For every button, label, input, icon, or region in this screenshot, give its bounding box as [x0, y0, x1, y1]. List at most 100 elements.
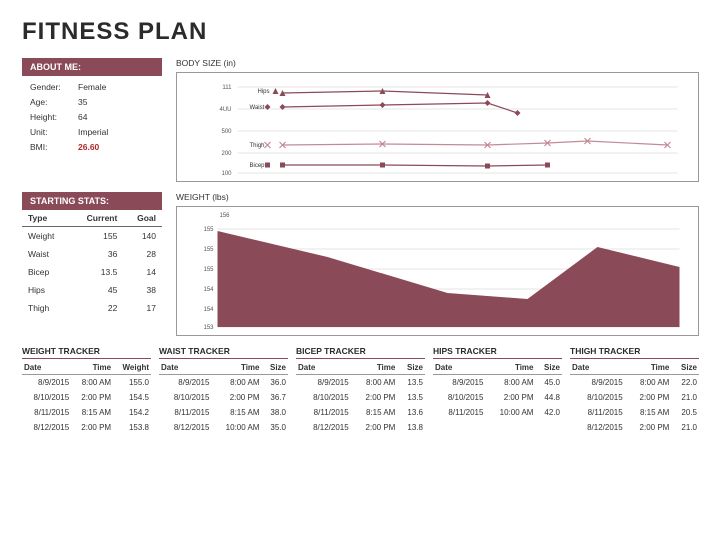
svg-text:200: 200: [221, 151, 232, 157]
tracker-cell: 8:00 AM: [351, 375, 398, 391]
stats-cell: Thigh: [22, 299, 70, 317]
tracker-cell: 8/9/2015: [159, 375, 211, 391]
stats-row: Weight155140: [22, 227, 162, 246]
tracker-row: [433, 420, 562, 426]
tracker-title: WEIGHT TRACKER: [22, 346, 151, 359]
tracker-cell: 8:00 AM: [71, 375, 113, 391]
tracker-table: DateTimeSize8/9/20158:00 AM13.58/10/2015…: [296, 361, 425, 435]
tracker-cell: [433, 420, 485, 426]
tracker-col-header: Size: [397, 361, 425, 375]
svg-text:155: 155: [203, 267, 214, 273]
about-row: Age:35: [30, 97, 154, 107]
stats-cell: 14: [123, 263, 162, 281]
tracker-cell: 42.0: [535, 405, 562, 420]
tracker-cell: 8:00 AM: [211, 375, 261, 391]
svg-text:Hips: Hips: [258, 89, 270, 95]
tracker-cell: 21.0: [671, 390, 699, 405]
weight-chart: 155155155154154153156: [176, 206, 699, 336]
about-value: 26.60: [78, 142, 99, 152]
tracker-row: 8/10/20152:00 PM36.7: [159, 390, 288, 405]
tracker-table: DateTimeSize8/9/20158:00 AM45.08/10/2015…: [433, 361, 562, 426]
about-row: Height:64: [30, 112, 154, 122]
tracker-cell: 8/10/2015: [159, 390, 211, 405]
tracker-box: WAIST TRACKER DateTimeSize8/9/20158:00 AM…: [159, 346, 288, 435]
tracker-table: DateTimeWeight8/9/20158:00 AM155.08/10/2…: [22, 361, 151, 435]
about-value: Female: [78, 82, 106, 92]
about-label: BMI:: [30, 142, 78, 152]
svg-text:155: 155: [203, 247, 214, 253]
about-row: Gender:Female: [30, 82, 154, 92]
tracker-box: THIGH TRACKERDateTimeSize8/9/20158:00 AM…: [570, 346, 699, 435]
stats-cell: 38: [123, 281, 162, 299]
stats-cell: 13.5: [70, 263, 123, 281]
tracker-row: 8/10/20152:00 PM154.5: [22, 390, 151, 405]
svg-text:Waist: Waist: [250, 105, 265, 111]
tracker-col-header: Size: [535, 361, 562, 375]
tracker-row: 8/12/20152:00 PM13.8: [296, 420, 425, 435]
tracker-cell: 38.0: [261, 405, 288, 420]
tracker-cell: 10:00 AM: [485, 405, 535, 420]
stats-cell: Weight: [22, 227, 70, 246]
about-label: Age:: [30, 97, 78, 107]
tracker-col-header: Time: [71, 361, 113, 375]
stats-cell: 28: [123, 245, 162, 263]
stats-cell: 45: [70, 281, 123, 299]
tracker-row: 8/9/20158:00 AM45.0: [433, 375, 562, 391]
svg-text:Bicep: Bicep: [250, 163, 266, 169]
tracker-row: 8/11/20158:15 AM20.5: [570, 405, 699, 420]
stats-cell: 140: [123, 227, 162, 246]
tracker-row: 8/11/20158:15 AM154.2: [22, 405, 151, 420]
tracker-title: WAIST TRACKER: [159, 346, 288, 359]
tracker-cell: 8/10/2015: [570, 390, 625, 405]
svg-text:500: 500: [221, 129, 232, 135]
tracker-cell: 36.7: [261, 390, 288, 405]
tracker-cell: 8:00 AM: [625, 375, 672, 391]
tracker-row: 8/10/20152:00 PM44.8: [433, 390, 562, 405]
tracker-col-header: Date: [433, 361, 485, 375]
stats-cell: Hips: [22, 281, 70, 299]
about-label: Gender:: [30, 82, 78, 92]
tracker-col-header: Time: [625, 361, 672, 375]
tracker-cell: 8/9/2015: [570, 375, 625, 391]
stats-row: Waist3628: [22, 245, 162, 263]
tracker-cell: 45.0: [535, 375, 562, 391]
tracker-title: BICEP TRACKER: [296, 346, 425, 359]
tracker-row: 8/9/20158:00 AM13.5: [296, 375, 425, 391]
tracker-table: DateTimeSize8/9/20158:00 AM36.08/10/2015…: [159, 361, 288, 435]
svg-text:156: 156: [220, 213, 231, 219]
tracker-cell: 8/11/2015: [570, 405, 625, 420]
tracker-cell: 13.5: [397, 375, 425, 391]
starting-stats-box: STARTING STATS: TypeCurrentGoal Weight15…: [22, 192, 162, 336]
tracker-cell: 8/10/2015: [433, 390, 485, 405]
body-size-chart: 1114UU500200100HipsWaistThighBicep: [176, 72, 699, 182]
tracker-row: 8/12/20152:00 PM153.8: [22, 420, 151, 435]
tracker-cell: 8:15 AM: [351, 405, 398, 420]
tracker-cell: 22.0: [671, 375, 699, 391]
tracker-col-header: Date: [159, 361, 211, 375]
about-me-header: ABOUT ME:: [22, 58, 162, 76]
about-label: Height:: [30, 112, 78, 122]
tracker-cell: 13.6: [397, 405, 425, 420]
tracker-row: 8/12/20152:00 PM21.0: [570, 420, 699, 435]
tracker-cell: 8/11/2015: [159, 405, 211, 420]
starting-stats-header: STARTING STATS:: [22, 192, 162, 210]
about-value: 35: [78, 97, 87, 107]
about-row: BMI:26.60: [30, 142, 154, 152]
tracker-cell: 8:15 AM: [625, 405, 672, 420]
tracker-col-header: Date: [296, 361, 351, 375]
tracker-row: 8/9/20158:00 AM155.0: [22, 375, 151, 391]
svg-text:111: 111: [222, 85, 232, 91]
stats-cell: 36: [70, 245, 123, 263]
weight-chart-title: WEIGHT (lbs): [176, 192, 699, 202]
tracker-box: BICEP TRACKERDateTimeSize8/9/20158:00 AM…: [296, 346, 425, 435]
tracker-cell: 2:00 PM: [211, 390, 261, 405]
stats-cell: Waist: [22, 245, 70, 263]
tracker-cell: 8/10/2015: [296, 390, 351, 405]
stats-col-header: Type: [22, 210, 70, 227]
tracker-cell: 155.0: [113, 375, 151, 391]
tracker-row: 8/10/20152:00 PM13.5: [296, 390, 425, 405]
svg-text:4UU: 4UU: [219, 107, 231, 113]
svg-text:155: 155: [203, 227, 214, 233]
tracker-cell: 44.8: [535, 390, 562, 405]
tracker-cell: 8/12/2015: [159, 420, 211, 435]
